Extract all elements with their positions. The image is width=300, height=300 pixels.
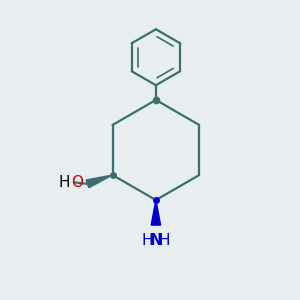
Text: O: O (71, 175, 83, 190)
Polygon shape (151, 200, 160, 225)
Text: N: N (149, 233, 162, 248)
Text: H: H (158, 233, 170, 248)
Text: H: H (142, 233, 153, 248)
Polygon shape (86, 175, 112, 188)
Text: H: H (58, 175, 70, 190)
